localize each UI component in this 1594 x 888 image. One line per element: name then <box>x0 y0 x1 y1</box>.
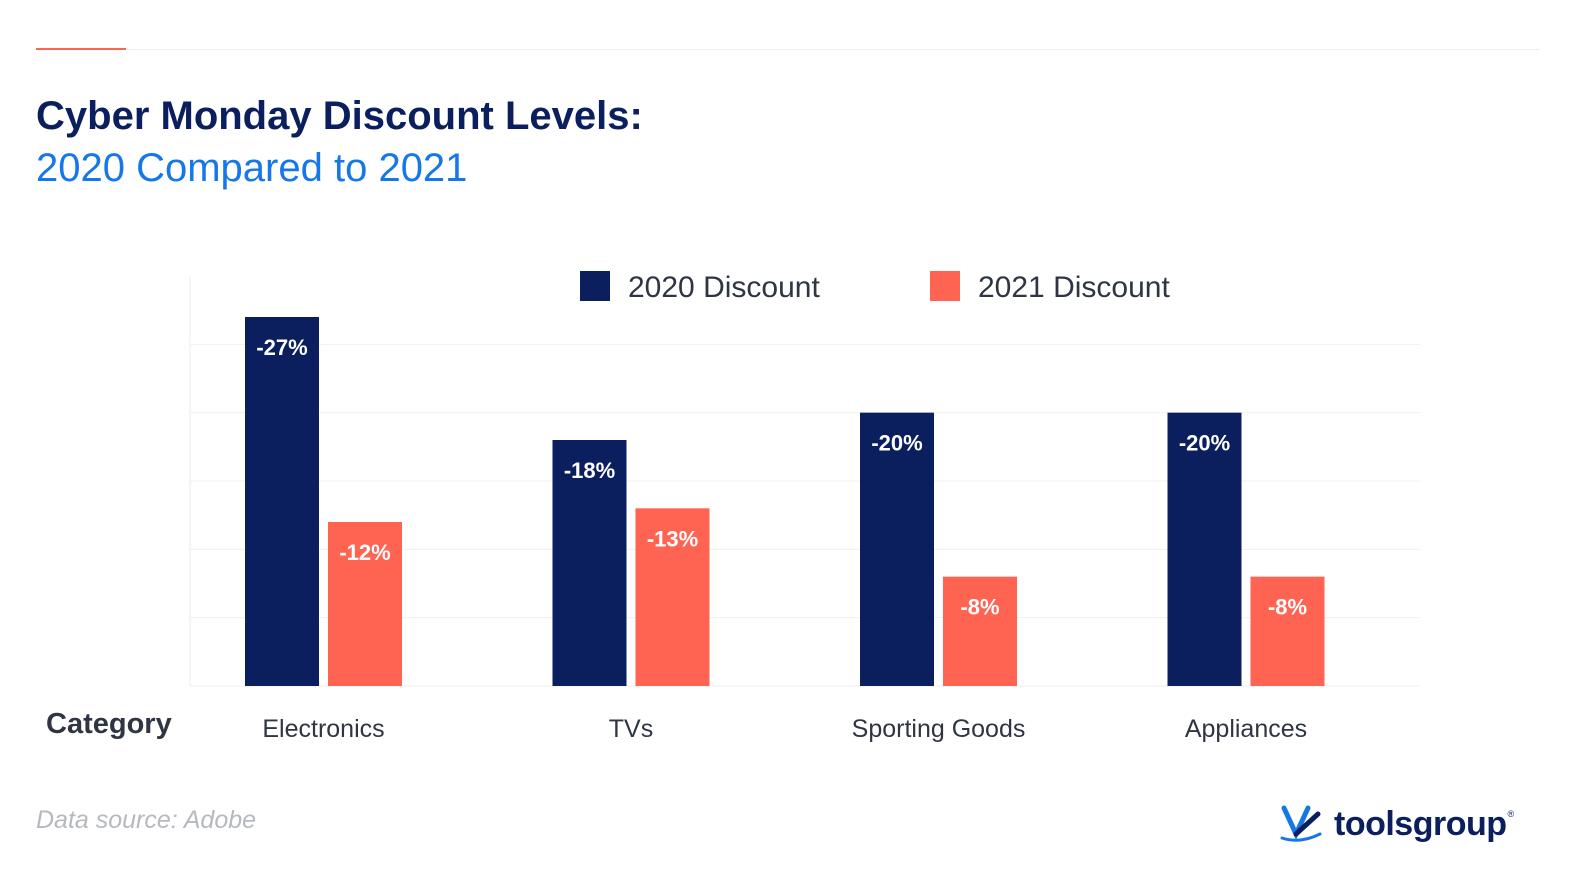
legend: 2020 Discount 2021 Discount <box>580 271 1170 304</box>
data-label: -20% <box>1179 431 1230 456</box>
accent-bar <box>36 48 126 50</box>
logo-mark-icon <box>1280 805 1322 842</box>
data-label: -20% <box>871 431 922 456</box>
bar <box>943 576 1017 686</box>
x-tick-label: Electronics <box>262 715 384 743</box>
data-label: -13% <box>647 526 698 551</box>
bar <box>860 412 934 686</box>
data-label: -8% <box>1268 595 1307 620</box>
legend-swatch <box>580 271 610 301</box>
x-tick-label: TVs <box>609 715 653 743</box>
bar <box>635 508 710 686</box>
header-rule <box>36 49 1540 50</box>
bar <box>1167 412 1242 686</box>
legend-label: 2020 Discount <box>628 271 820 304</box>
legend-swatch <box>930 271 960 301</box>
bar <box>552 440 627 686</box>
chart-title: Cyber Monday Discount Levels: <box>36 94 643 138</box>
bars: -27% -12% -18% -13% -20% -8% -20% -8% <box>245 317 1325 686</box>
toolsgroup-logo: toolsgroup ® <box>1280 800 1514 848</box>
legend-label: 2021 Discount <box>978 271 1170 304</box>
data-source-note: Data source: Adobe <box>36 806 257 834</box>
bar <box>1250 576 1325 686</box>
chart-subtitle: 2020 Compared to 2021 <box>36 146 468 190</box>
bar <box>245 317 319 686</box>
data-label: -27% <box>256 335 307 360</box>
x-tick-label: Appliances <box>1185 715 1307 743</box>
x-axis-tick-labels: Electronics TVs Sporting Goods Appliances <box>262 715 1307 743</box>
data-label: -12% <box>339 540 390 565</box>
data-label: -8% <box>960 595 999 620</box>
logo-wordmark: toolsgroup <box>1334 804 1507 843</box>
bar <box>328 522 402 686</box>
data-label: -18% <box>564 458 615 483</box>
x-axis-title: Category <box>46 708 172 740</box>
x-tick-label: Sporting Goods <box>852 715 1026 743</box>
registered-mark: ® <box>1507 809 1515 819</box>
